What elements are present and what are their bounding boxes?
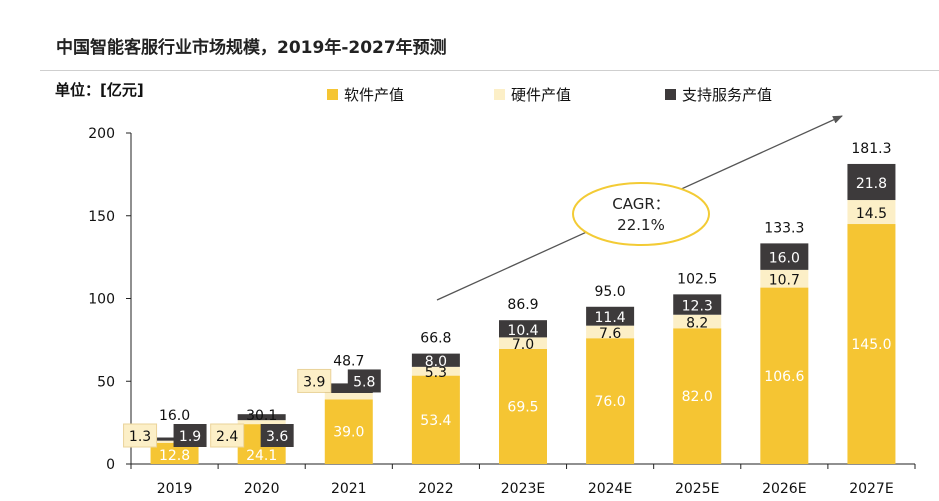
bar-hardware [760, 269, 809, 288]
bar-software [324, 399, 373, 464]
value-label-hardware: 10.7 [769, 273, 800, 289]
bar-hardware [411, 366, 460, 376]
value-label-service: 10.4 [507, 323, 538, 339]
bar-service [411, 353, 460, 367]
legend-label: 支持服务产值 [682, 86, 772, 104]
bar-hardware [586, 325, 635, 339]
value-label-hardware: 3.9 [303, 374, 325, 390]
value-label-software: 24.1 [246, 448, 277, 464]
bar-service [586, 306, 635, 326]
chart-title: 中国智能客服行业市场规模，2019年-2027年预测 [56, 38, 447, 58]
bar-service [499, 320, 547, 338]
value-box-hardware [297, 368, 332, 393]
value-label-service: 12.3 [682, 299, 713, 315]
legend-label: 硬件产值 [511, 86, 571, 104]
total-label: 16.0 [159, 408, 190, 424]
legend: 软件产值 硬件产值 支持服务产值 [327, 86, 772, 104]
y-tick-label: 150 [88, 209, 115, 225]
value-label-hardware: 7.0 [512, 337, 534, 353]
value-label-service: 5.8 [353, 374, 375, 390]
unit-label: 单位：[亿元] [55, 81, 144, 99]
bar-software [499, 348, 547, 464]
total-label: 95.0 [595, 284, 626, 300]
x-category-label: 2020 [244, 481, 280, 497]
value-label-hardware: 1.3 [129, 429, 151, 445]
bar-software [760, 287, 809, 464]
bar-software [847, 224, 896, 464]
bar-software [411, 375, 460, 464]
x-category-label: 2022 [418, 481, 454, 497]
total-label: 133.3 [764, 220, 804, 236]
x-category-label: 2027E [849, 481, 893, 497]
y-tick-label: 0 [106, 457, 115, 473]
total-label: 66.8 [420, 331, 451, 347]
x-category-label: 2025E [675, 481, 719, 497]
bar-hardware [237, 420, 286, 425]
value-label-service: 21.8 [856, 176, 887, 192]
value-box-hardware [210, 423, 245, 448]
total-label: 102.5 [677, 271, 717, 287]
value-label-hardware: 8.2 [686, 316, 708, 332]
value-label-service: 1.9 [179, 429, 201, 445]
bars: 2019 12.8 1.3 1.9 16.0 2020 24.1 2.4 3.6 30.1 2021… [123, 141, 896, 497]
value-label-hardware: 2.4 [216, 429, 238, 445]
legend-swatch [494, 89, 505, 100]
cagr-ellipse [572, 182, 710, 246]
x-category-label: 2024E [588, 481, 632, 497]
bar-software [150, 442, 199, 464]
cagr-annotation: CAGR： 22.1% [436, 115, 843, 301]
legend-swatch [665, 89, 676, 100]
value-box-service [260, 424, 294, 447]
title-divider [40, 70, 939, 71]
bar-service [673, 294, 722, 315]
value-label-service: 8.0 [425, 354, 447, 370]
x-category-label: 2019 [157, 481, 193, 497]
value-label-hardware: 7.6 [599, 326, 621, 342]
value-label-service: 11.4 [595, 310, 626, 326]
value-label-service: 16.0 [769, 251, 800, 267]
cagr-label: CAGR： [612, 195, 670, 213]
total-label: 48.7 [333, 353, 364, 369]
bar-hardware [847, 200, 896, 225]
bar-service [847, 163, 896, 201]
x-category-label: 2023E [501, 481, 545, 497]
value-label-software: 53.4 [420, 413, 451, 429]
bar-software [673, 328, 722, 464]
value-label-software: 76.0 [595, 394, 626, 410]
bar-hardware [499, 337, 547, 349]
value-box-service [347, 369, 381, 393]
bar-service [760, 243, 809, 270]
x-category-label: 2021 [331, 481, 367, 497]
y-tick-label: 50 [97, 374, 115, 390]
value-label-service: 3.6 [266, 429, 288, 445]
y-tick-label: 200 [88, 126, 115, 142]
value-label-software: 106.6 [764, 369, 804, 385]
y-tick-label: 100 [88, 292, 115, 308]
bar-software [586, 338, 635, 464]
value-label-software: 145.0 [851, 337, 891, 353]
bar-hardware [673, 314, 722, 329]
legend-swatch [327, 89, 338, 100]
value-label-hardware: 5.3 [425, 365, 447, 381]
total-label: 30.1 [246, 408, 277, 424]
total-label: 86.9 [507, 297, 538, 313]
value-box-hardware [123, 423, 158, 448]
bar-service [237, 414, 286, 421]
value-box-service [173, 424, 207, 447]
value-label-hardware: 14.5 [856, 206, 887, 222]
value-label-software: 39.0 [333, 425, 364, 441]
bar-hardware [324, 393, 373, 400]
x-category-label: 2026E [762, 481, 806, 497]
value-label-software: 12.8 [159, 448, 190, 464]
value-label-software: 69.5 [507, 399, 538, 415]
total-label: 181.3 [851, 141, 891, 157]
value-label-software: 82.0 [682, 389, 713, 405]
legend-label: 软件产值 [344, 86, 404, 104]
cagr-value: 22.1% [617, 216, 665, 234]
